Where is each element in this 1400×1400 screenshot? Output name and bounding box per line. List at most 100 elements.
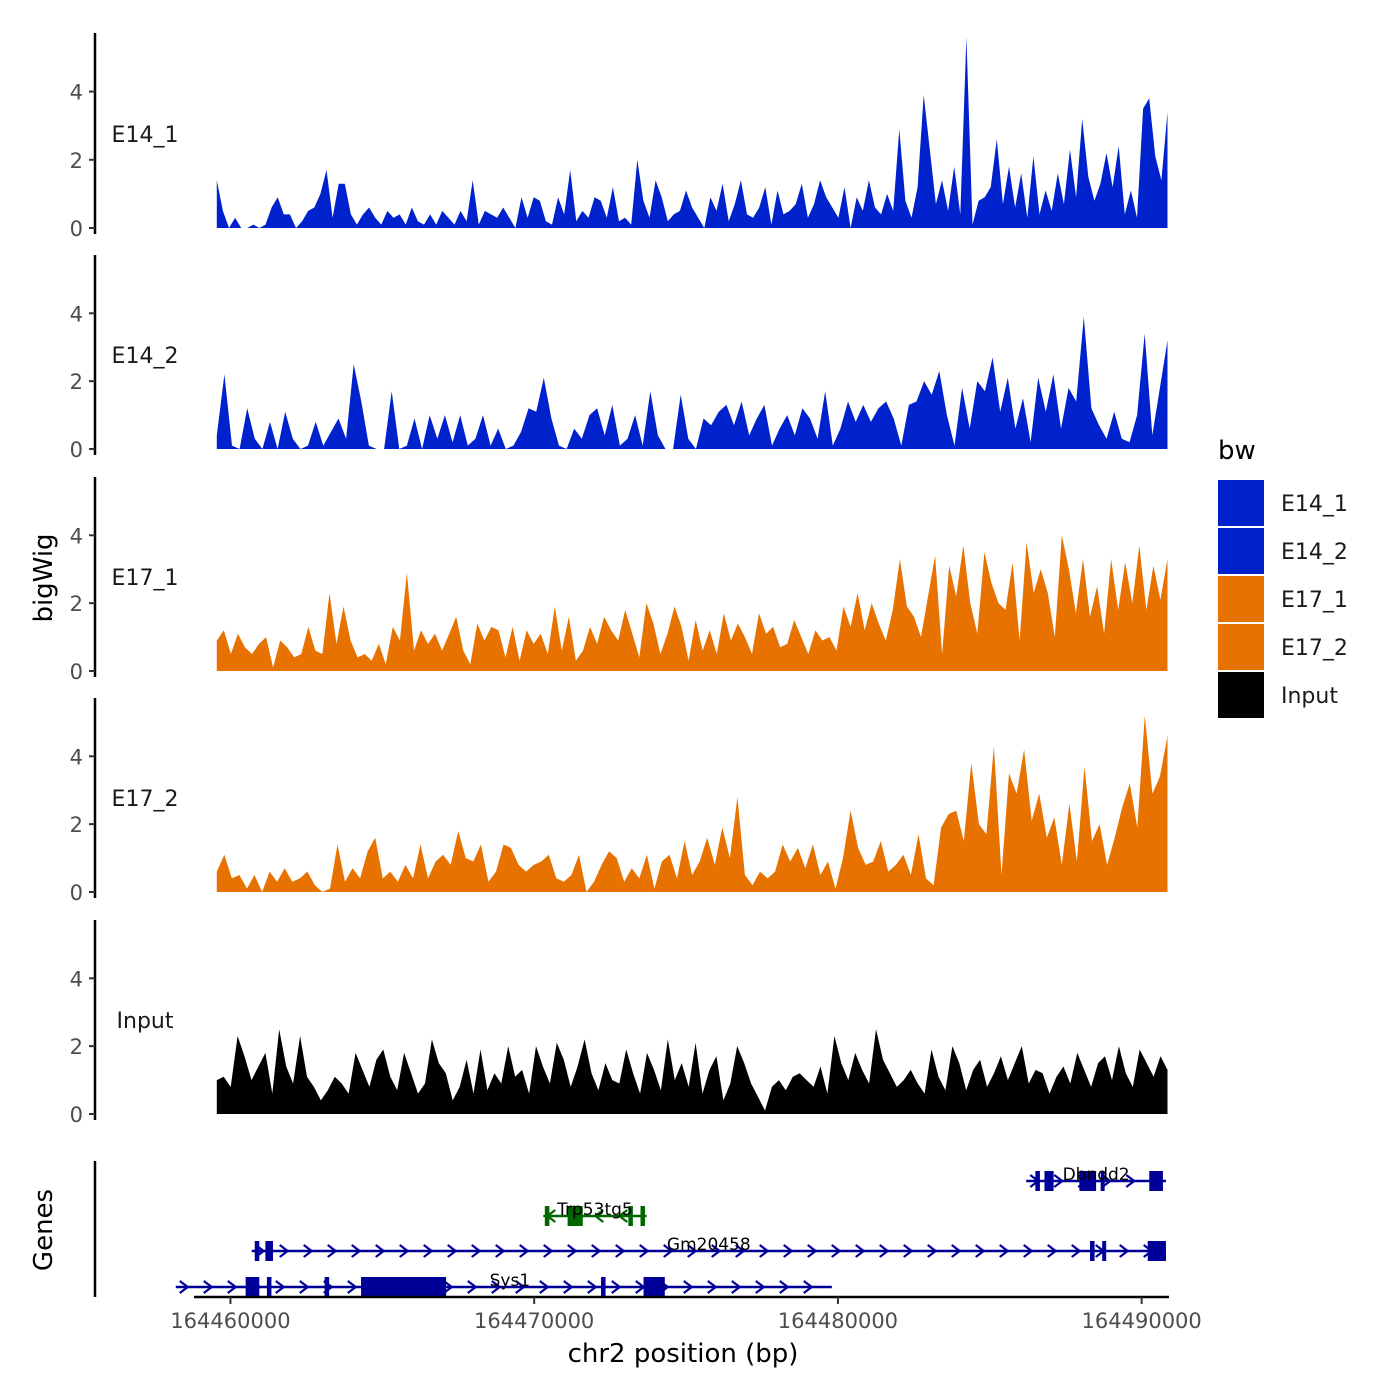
- signal-area-e14_2: [216, 316, 1168, 449]
- strand-chevron: [639, 1244, 650, 1258]
- x-tick-label: 164480000: [778, 1309, 898, 1333]
- legend-label-e14_1: E14_1: [1281, 492, 1348, 517]
- strand-chevron: [543, 1244, 554, 1258]
- strand-chevron: [203, 1280, 214, 1294]
- gene-exon: [567, 1206, 583, 1226]
- strand-chevron: [275, 1280, 286, 1294]
- strand-chevron: [951, 1244, 962, 1258]
- gene-dbndd2: Dbndd2: [1026, 1165, 1166, 1191]
- strand-chevron: [855, 1244, 866, 1258]
- strand-chevron: [519, 1244, 530, 1258]
- strand-chevron: [731, 1280, 742, 1294]
- gene-label: Gm20458: [667, 1235, 751, 1255]
- strand-chevron: [495, 1244, 506, 1258]
- y-tick-label: 0: [70, 660, 83, 684]
- strand-chevron: [399, 1244, 410, 1258]
- legend-title: bw: [1218, 436, 1256, 466]
- strand-chevron: [783, 1244, 794, 1258]
- gene-exon: [1147, 1241, 1166, 1261]
- strand-chevron: [567, 1244, 578, 1258]
- track-e14_1: 0 2 4 E14_1: [70, 33, 1168, 241]
- strand-chevron: [587, 1280, 598, 1294]
- strand-chevron: [467, 1280, 478, 1294]
- strand-chevron: [999, 1244, 1010, 1258]
- track-label-e14_1: E14_1: [112, 123, 179, 148]
- strand-chevron: [1119, 1244, 1130, 1258]
- gene-label: Sys1: [490, 1271, 531, 1291]
- strand-chevron: [279, 1244, 290, 1258]
- strand-chevron: [1047, 1244, 1058, 1258]
- gene-exon: [1100, 1171, 1105, 1191]
- strand-chevron: [611, 1280, 622, 1294]
- gene-exon: [643, 1277, 665, 1297]
- legend-swatch-e17_2: [1218, 624, 1264, 670]
- gene-exon: [1044, 1171, 1054, 1191]
- strand-chevron: [687, 1244, 698, 1258]
- gene-exon: [544, 1206, 550, 1226]
- strand-chevron: [1053, 1174, 1065, 1188]
- y-tick-label: 4: [70, 81, 83, 105]
- legend-swatch-input: [1218, 672, 1264, 718]
- track-e17_2: 0 2 4 E17_2: [70, 698, 1168, 905]
- strand-chevron: [351, 1244, 362, 1258]
- track-input: 0 2 4 Input: [70, 920, 1168, 1127]
- strand-chevron: [539, 1280, 550, 1294]
- gene-gm20458: Gm20458: [251, 1235, 1166, 1261]
- strand-chevron: [1125, 1174, 1137, 1188]
- strand-chevron: [471, 1244, 482, 1258]
- gene-exon: [1149, 1171, 1163, 1191]
- gene-label: Trp53tg5: [556, 1200, 633, 1220]
- strand-chevron: [375, 1244, 386, 1258]
- y-tick-label: 2: [70, 592, 83, 616]
- genes-axis-title: Genes: [29, 1189, 59, 1271]
- y-tick-label: 4: [70, 967, 83, 991]
- x-axis-title: chr2 position (bp): [568, 1339, 799, 1369]
- strand-chevron: [423, 1244, 434, 1258]
- gene-exon: [324, 1277, 330, 1297]
- legend-label-input: Input: [1281, 684, 1338, 709]
- strand-chevron: [779, 1280, 790, 1294]
- strand-chevron: [1101, 1174, 1113, 1188]
- strand-chevron: [683, 1280, 694, 1294]
- strand-chevron: [759, 1244, 770, 1258]
- y-tick-label: 2: [70, 813, 83, 837]
- gene-exon: [601, 1277, 606, 1297]
- y-tick-label: 0: [70, 438, 83, 462]
- strand-chevron: [447, 1244, 458, 1258]
- signal-tracks: 0 2 4 E14_1 0 2 4 E14_2 0 2 4 E17_1 0 2 4 E17_2 0 2 4 Input: [70, 33, 1168, 1127]
- gene-exon: [266, 1277, 272, 1297]
- x-tick-label: 164490000: [1082, 1309, 1202, 1333]
- gene-exon: [254, 1241, 260, 1261]
- x-axis: 164460000 164470000 164480000 164490000: [170, 1295, 1202, 1333]
- gene-exon: [628, 1206, 633, 1226]
- strand-chevron: [807, 1244, 818, 1258]
- strand-chevron: [975, 1244, 986, 1258]
- strand-chevron: [563, 1280, 574, 1294]
- strand-chevron: [299, 1280, 310, 1294]
- gene-exon: [1035, 1171, 1040, 1191]
- strand-chevron: [879, 1244, 890, 1258]
- strand-chevron: [227, 1280, 238, 1294]
- strand-chevron: [593, 1209, 604, 1223]
- track-e17_1: 0 2 4 E17_1: [70, 477, 1168, 684]
- strand-chevron: [617, 1209, 628, 1223]
- strand-chevron: [903, 1244, 914, 1258]
- legend: bw E14_1 E14_2 E17_1 E17_2 Input: [1218, 436, 1348, 718]
- signal-area-e17_1: [216, 535, 1168, 671]
- y-tick-label: 0: [70, 1103, 83, 1127]
- y-tick-label: 0: [70, 881, 83, 905]
- legend-swatch-e14_1: [1218, 480, 1264, 526]
- gene-exon: [640, 1206, 646, 1226]
- gene-exon: [245, 1277, 260, 1297]
- y-tick-label: 4: [70, 745, 83, 769]
- x-tick-label: 164470000: [474, 1309, 594, 1333]
- signal-area-e17_2: [216, 715, 1168, 892]
- strand-chevron: [735, 1244, 746, 1258]
- x-tick-label: 164460000: [170, 1309, 290, 1333]
- strand-chevron: [179, 1280, 190, 1294]
- legend-label-e17_2: E17_2: [1281, 636, 1348, 661]
- strand-chevron: [711, 1244, 722, 1258]
- y-tick-label: 2: [70, 370, 83, 394]
- legend-label-e17_1: E17_1: [1281, 588, 1348, 613]
